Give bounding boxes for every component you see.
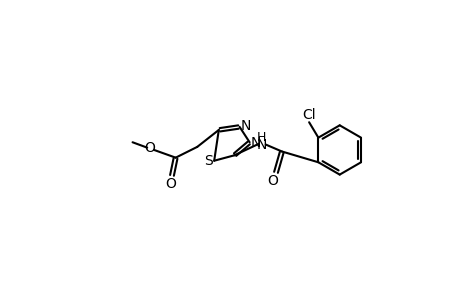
Text: S: S [204, 154, 213, 168]
Text: O: O [267, 174, 278, 188]
Text: H: H [257, 131, 266, 144]
Text: N: N [240, 119, 251, 133]
Text: Cl: Cl [302, 107, 315, 122]
Text: N: N [256, 138, 267, 152]
Text: N: N [250, 136, 260, 150]
Text: O: O [144, 141, 155, 155]
Text: O: O [164, 177, 175, 191]
